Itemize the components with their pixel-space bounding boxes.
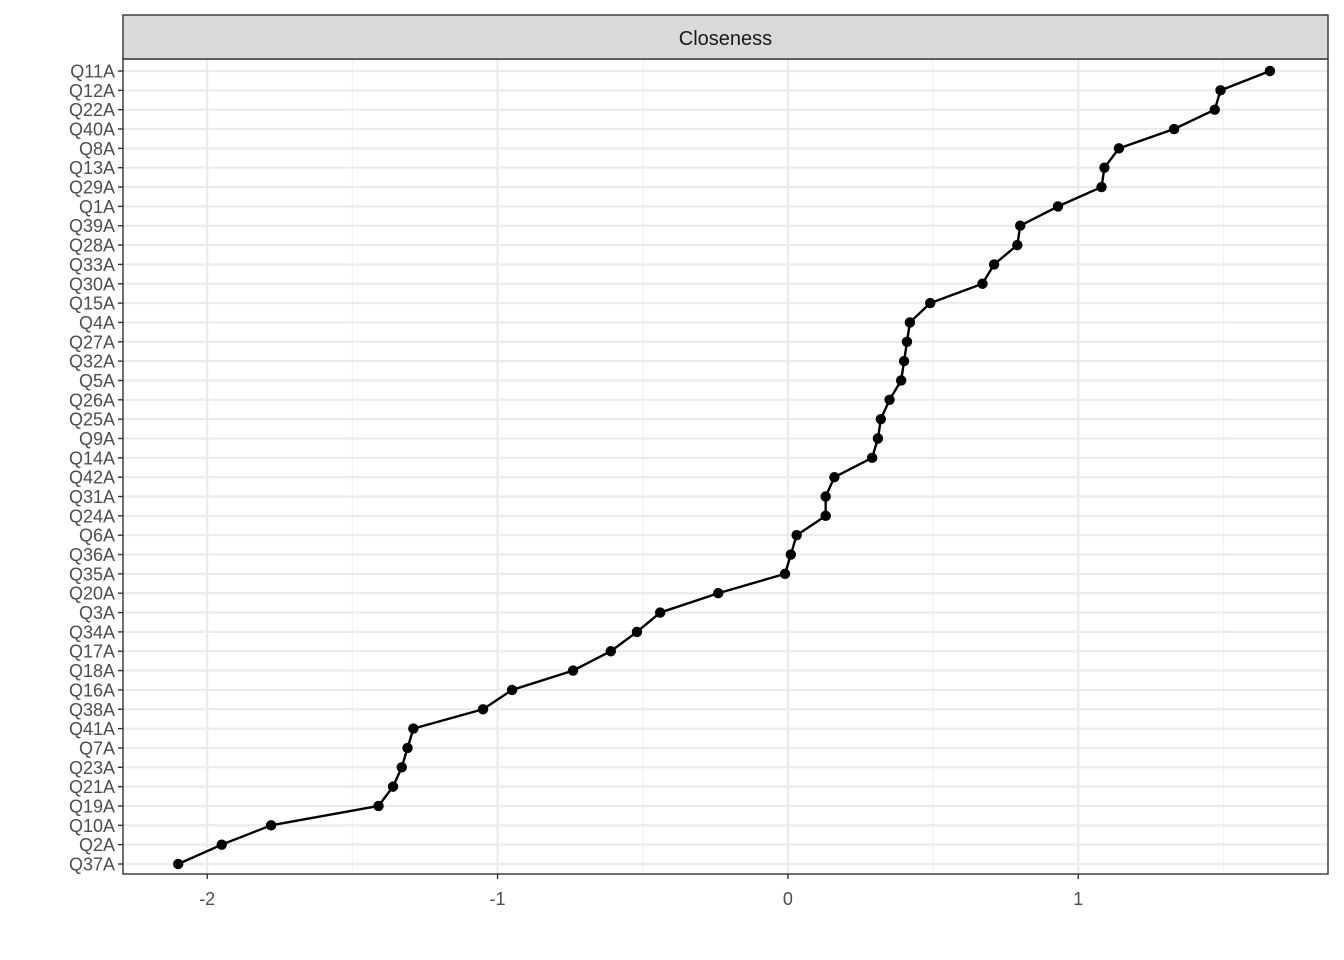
y-axis: Q11AQ12AQ22AQ40AQ8AQ13AQ29AQ1AQ39AQ28AQ3…: [69, 62, 123, 875]
y-tick-label: Q12A: [69, 81, 115, 101]
data-point-q35a: [779, 568, 791, 580]
y-tick-label: Q8A: [79, 139, 115, 159]
data-point-q34a: [631, 626, 643, 638]
y-tick-label: Q40A: [69, 120, 115, 140]
y-tick-label: Q22A: [69, 100, 115, 120]
y-tick-label: Q3A: [79, 603, 115, 623]
y-tick-label: Q1A: [79, 197, 115, 217]
y-tick-label: Q21A: [69, 777, 115, 797]
data-point-q1a: [1052, 201, 1064, 212]
y-tick-label: Q27A: [69, 332, 115, 352]
x-tick-label: -1: [490, 889, 506, 909]
y-tick-label: Q37A: [69, 855, 115, 875]
data-point-q32a: [898, 355, 910, 367]
data-point-q31a: [820, 491, 831, 502]
plot-background: [123, 59, 1328, 874]
data-point-q16a: [506, 684, 518, 696]
data-point-q27a: [901, 336, 913, 347]
data-point-q24a: [820, 510, 831, 522]
y-tick-label: Q26A: [69, 390, 115, 410]
data-point-q10a: [265, 820, 277, 831]
y-tick-label: Q4A: [79, 313, 115, 333]
facet-strip: [122, 14, 1329, 60]
y-tick-label: Q34A: [69, 622, 115, 642]
data-point-q38a: [477, 704, 489, 715]
y-tick-label: Q29A: [69, 178, 115, 198]
data-point-q40a: [1168, 123, 1180, 135]
y-tick-label: Q10A: [69, 816, 115, 836]
data-point-q29a: [1096, 181, 1107, 193]
x-axis: -2 -1 0 1: [199, 874, 1083, 909]
y-tick-label: Q32A: [69, 352, 115, 372]
data-point-q28a: [1012, 239, 1023, 251]
data-point-q26a: [884, 394, 895, 406]
y-tick-label: Q18A: [69, 661, 115, 681]
series-closeness: [172, 65, 1276, 870]
data-point-q37a: [172, 858, 184, 870]
y-tick-label: Q6A: [79, 526, 115, 546]
y-tick-label: Q16A: [69, 680, 115, 700]
y-tick-label: Q35A: [69, 564, 115, 584]
data-point-q22a: [1209, 104, 1220, 115]
data-point-q36a: [785, 549, 797, 560]
y-tick-label: Q30A: [69, 274, 115, 294]
y-tick-label: Q28A: [69, 236, 115, 256]
data-point-q13a: [1099, 162, 1110, 173]
y-tick-label: Q25A: [69, 410, 115, 430]
data-point-q41a: [408, 723, 419, 734]
data-point-q9a: [872, 433, 884, 444]
y-tick-label: Q19A: [69, 796, 115, 816]
y-tick-label: Q9A: [79, 429, 115, 449]
data-point-q14a: [866, 452, 878, 464]
y-tick-label: Q15A: [69, 294, 115, 314]
y-tick-label: Q20A: [69, 584, 115, 604]
y-tick-label: Q42A: [69, 468, 115, 488]
data-point-q30a: [977, 278, 988, 289]
grid-lines: [123, 59, 1328, 874]
facet-title: Closeness: [679, 28, 772, 50]
y-tick-label: Q2A: [79, 835, 115, 855]
y-tick-label: Q7A: [79, 738, 115, 758]
data-point-q42a: [829, 471, 840, 483]
data-point-q5a: [895, 375, 907, 386]
data-point-q8a: [1113, 143, 1125, 154]
y-tick-label: Q33A: [69, 255, 115, 275]
data-point-q15a: [925, 297, 936, 309]
y-tick-label: Q11A: [70, 62, 115, 82]
data-point-q25a: [875, 413, 887, 425]
data-point-q12a: [1215, 85, 1226, 96]
x-tick-label: 0: [783, 889, 793, 909]
y-tick-label: Q13A: [69, 158, 115, 178]
data-point-q6a: [791, 529, 802, 541]
data-point-q19a: [373, 800, 384, 812]
y-tick-label: Q41A: [69, 719, 115, 739]
data-point-q3a: [654, 607, 666, 618]
data-point-q21a: [387, 781, 399, 792]
data-point-q17a: [605, 646, 617, 657]
y-tick-label: Q24A: [69, 506, 115, 526]
y-tick-label: Q14A: [69, 448, 115, 468]
data-point-q2a: [216, 839, 227, 850]
y-tick-label: Q17A: [69, 642, 115, 662]
data-point-q4a: [904, 317, 916, 328]
data-point-q20a: [713, 588, 724, 599]
data-point-q39a: [1015, 220, 1026, 231]
x-tick-label: -2: [199, 889, 215, 909]
y-tick-label: Q23A: [69, 758, 115, 778]
x-tick-label: 1: [1073, 889, 1083, 909]
y-tick-label: Q5A: [79, 371, 115, 391]
y-tick-label: Q38A: [69, 700, 115, 720]
data-point-q7a: [402, 742, 413, 754]
data-point-q33a: [988, 259, 1000, 270]
y-tick-label: Q39A: [69, 216, 115, 236]
y-tick-label: Q36A: [69, 545, 115, 565]
data-point-q23a: [396, 762, 407, 773]
y-tick-label: Q31A: [69, 487, 115, 507]
data-point-q18a: [567, 665, 579, 676]
data-point-q11a: [1264, 65, 1276, 77]
